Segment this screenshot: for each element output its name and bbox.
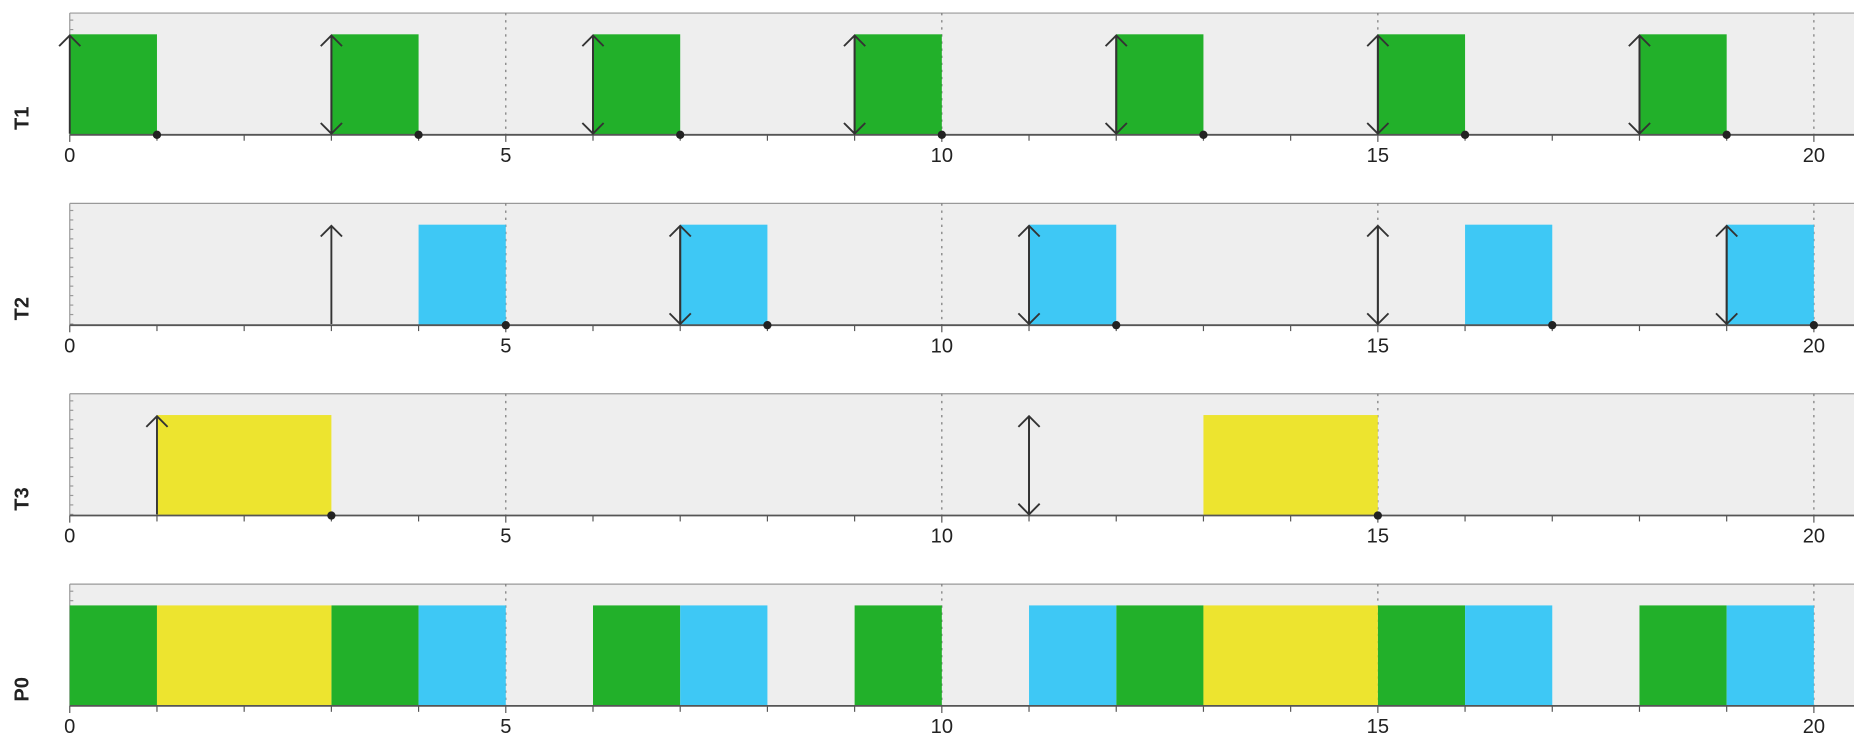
- job-bar: [592, 34, 681, 135]
- job-bar: [1029, 605, 1117, 706]
- job-bar: [680, 605, 768, 706]
- x-tick-label: 20: [1803, 716, 1825, 738]
- arrival-arrow: [58, 34, 82, 134]
- job-bar: [1465, 605, 1553, 706]
- completion-dot: [1809, 321, 1819, 330]
- arrival-arrow: [320, 224, 343, 324]
- deadline-arrow: [320, 35, 343, 135]
- x-tick-label: 15: [1367, 716, 1389, 738]
- job-bar: [1116, 605, 1204, 706]
- arrow-head: [145, 414, 169, 428]
- arrow-head: [320, 224, 343, 238]
- job-bar: [156, 605, 332, 706]
- job-bar: [1639, 34, 1727, 135]
- x-tick-label: 15: [1367, 526, 1389, 548]
- job-bar: [854, 34, 942, 135]
- x-tick-label: 0: [64, 145, 75, 167]
- x-tick-label: 0: [64, 335, 75, 357]
- row-label: T1: [11, 107, 33, 130]
- job-bar: [1029, 224, 1117, 326]
- row-label: T2: [11, 297, 33, 320]
- arrow-head: [58, 34, 82, 47]
- job-bar: [1726, 605, 1814, 706]
- completion-dot: [1112, 321, 1121, 330]
- job-bar: [1116, 34, 1204, 135]
- job-bar: [1726, 224, 1814, 326]
- deadline-arrow: [1104, 35, 1128, 135]
- row-label: T3: [11, 487, 33, 510]
- job-bar: [680, 224, 768, 326]
- job-bar: [331, 34, 419, 135]
- job-bar: [69, 605, 157, 706]
- completion-dot: [1722, 130, 1731, 139]
- completion-dot: [501, 321, 510, 330]
- x-tick-label: 20: [1803, 526, 1825, 548]
- arrow-head: [843, 122, 866, 135]
- job-bar: [1465, 224, 1553, 326]
- x-tick-label: 5: [500, 145, 511, 167]
- arrow-head: [1366, 312, 1390, 326]
- panel-background: [69, 393, 1854, 516]
- x-tick-label: 15: [1367, 145, 1389, 167]
- arrow-head: [1104, 122, 1128, 135]
- arrow-head: [668, 312, 692, 326]
- x-tick-label: 0: [64, 526, 75, 548]
- x-tick-label: 10: [931, 716, 953, 738]
- arrow-head: [581, 122, 605, 135]
- completion-dot: [763, 321, 772, 330]
- x-tick-label: 20: [1803, 145, 1825, 167]
- arrow-head: [1017, 503, 1041, 516]
- job-bar: [592, 605, 681, 706]
- x-tick-label: 15: [1367, 335, 1389, 357]
- arrow-head: [320, 122, 343, 135]
- job-bar: [1203, 415, 1378, 516]
- job-bar: [1639, 605, 1727, 706]
- arrow-head: [1366, 122, 1390, 135]
- completion-dot: [676, 130, 685, 139]
- x-tick-label: 5: [500, 526, 511, 548]
- job-bar: [331, 605, 419, 706]
- job-bar: [1203, 605, 1378, 706]
- x-tick-label: 10: [931, 526, 953, 548]
- deadline-arrow: [1017, 225, 1041, 326]
- arrow-head: [1628, 122, 1651, 135]
- x-tick-label: 5: [500, 716, 511, 738]
- completion-dot: [1460, 130, 1470, 139]
- job-bar: [69, 34, 157, 135]
- arrival-arrow: [145, 414, 169, 515]
- deadline-arrow: [843, 35, 866, 135]
- deadline-arrow: [1366, 225, 1390, 326]
- x-tick-label: 10: [931, 335, 953, 357]
- job-bar: [1377, 34, 1466, 135]
- row-label: P0: [11, 677, 33, 702]
- job-bar: [1377, 605, 1466, 706]
- completion-dot: [1373, 511, 1382, 520]
- job-bar: [854, 605, 942, 706]
- job-bar: [156, 415, 332, 516]
- job-bar: [418, 224, 506, 326]
- job-bar: [418, 605, 506, 706]
- deadline-arrow: [1366, 35, 1390, 135]
- deadline-arrow: [668, 225, 692, 326]
- panel-background: [69, 203, 1854, 326]
- deadline-arrow: [1715, 225, 1738, 326]
- completion-dot: [414, 130, 423, 139]
- deadline-arrow: [1628, 35, 1651, 135]
- x-tick-label: 10: [931, 145, 953, 167]
- deadline-arrow: [1017, 416, 1041, 516]
- completion-dot: [152, 130, 162, 139]
- completion-dot: [327, 511, 336, 520]
- x-tick-label: 0: [64, 716, 75, 738]
- completion-dot: [1199, 130, 1208, 139]
- arrow-head: [1715, 312, 1738, 326]
- arrow-head: [1017, 312, 1041, 326]
- completion-dot: [937, 130, 946, 139]
- completion-dot: [1548, 321, 1557, 330]
- deadline-arrow: [581, 35, 605, 135]
- x-tick-label: 20: [1803, 335, 1825, 357]
- x-tick-label: 5: [500, 335, 511, 357]
